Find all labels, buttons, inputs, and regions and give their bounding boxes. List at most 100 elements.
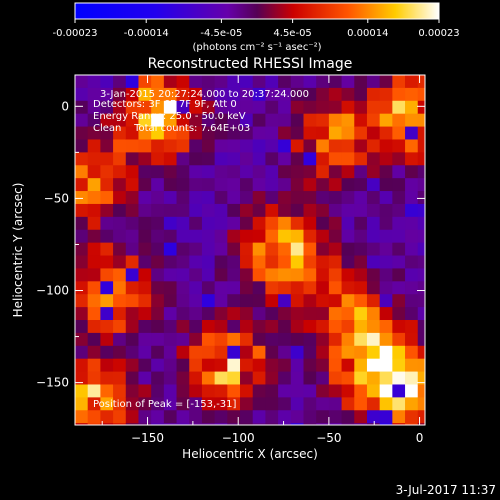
heatmap-cell xyxy=(392,397,406,411)
x-tick-label: −100 xyxy=(222,431,255,445)
y-tick-label: −150 xyxy=(36,376,69,390)
heatmap-cell xyxy=(417,242,425,256)
heatmap-cell xyxy=(405,242,419,256)
heatmap-cell xyxy=(341,113,355,127)
heatmap-cell xyxy=(125,178,139,192)
heatmap-cell xyxy=(417,216,425,231)
heatmap-cell xyxy=(201,320,216,334)
heatmap-cell xyxy=(87,75,101,89)
heatmap-cell xyxy=(316,332,330,347)
heatmap-cell xyxy=(417,75,425,89)
heatmap-cell xyxy=(125,139,139,153)
heatmap-cell xyxy=(151,345,165,360)
heatmap-cell xyxy=(75,100,89,115)
heatmap-cell xyxy=(354,113,368,127)
heatmap-cell xyxy=(100,87,114,102)
heatmap-cell xyxy=(379,203,393,218)
heatmap-cell xyxy=(100,165,114,179)
heatmap-cell xyxy=(265,320,279,334)
heatmap-cell xyxy=(214,255,228,269)
heatmap-cell xyxy=(163,191,177,205)
heatmap-cell xyxy=(354,320,368,334)
heatmap-cell xyxy=(227,268,241,282)
heatmap-cell xyxy=(87,113,101,127)
heatmap-cell xyxy=(316,358,330,372)
heatmap-cell xyxy=(290,87,304,102)
heatmap-cell xyxy=(290,358,304,372)
heatmap-cell xyxy=(75,332,89,347)
heatmap-cell xyxy=(214,152,228,166)
heatmap-cell xyxy=(125,100,139,115)
heatmap-cell xyxy=(366,139,381,153)
heatmap-cell xyxy=(316,87,330,102)
heatmap-cell xyxy=(201,126,216,140)
heatmap-cell xyxy=(417,423,425,425)
heatmap-cell xyxy=(392,242,406,256)
heatmap-cell xyxy=(379,371,393,385)
heatmap-cell xyxy=(379,152,393,166)
heatmap-cell xyxy=(316,255,330,269)
heatmap-cell xyxy=(240,75,254,89)
heatmap-cell xyxy=(252,320,266,334)
heatmap-cell xyxy=(290,178,304,192)
heatmap-cell xyxy=(151,294,165,308)
heatmap-cell xyxy=(265,87,279,102)
heatmap-cell xyxy=(265,255,279,269)
heatmap-cell xyxy=(87,165,101,179)
colorbar-tick-label: -0.00023 xyxy=(53,28,98,39)
heatmap-cell xyxy=(379,87,393,102)
heatmap-cell xyxy=(392,113,406,127)
heatmap-cell xyxy=(316,126,330,140)
heatmap-cell xyxy=(138,242,152,256)
heatmap-cell xyxy=(151,229,165,244)
heatmap-cell xyxy=(240,358,254,372)
heatmap-cell xyxy=(227,423,241,425)
heatmap-cell xyxy=(201,100,216,115)
heatmap-cell xyxy=(189,139,203,153)
heatmap-cell xyxy=(252,203,266,218)
heatmap-cell xyxy=(417,268,425,282)
x-tick-label: −50 xyxy=(316,431,341,445)
heatmap-cell xyxy=(176,397,190,411)
heatmap-cell xyxy=(201,152,216,166)
heatmap-cell xyxy=(278,255,292,269)
heatmap-cell xyxy=(214,242,228,256)
heatmap-cell xyxy=(214,113,228,127)
heatmap-cell xyxy=(100,397,114,411)
heatmap-cell xyxy=(125,371,139,385)
heatmap-cell xyxy=(366,320,381,334)
heatmap-cell xyxy=(100,139,114,153)
y-tick-label: 0 xyxy=(61,99,69,113)
heatmap-cell xyxy=(227,384,241,398)
heatmap-cell xyxy=(138,397,152,411)
heatmap-cell xyxy=(240,242,254,256)
heatmap-cell xyxy=(151,242,165,256)
heatmap-cell xyxy=(303,100,317,115)
heatmap-cell xyxy=(405,255,419,269)
heatmap-cell xyxy=(151,152,165,166)
heatmap-cell xyxy=(125,165,139,179)
heatmap-cell xyxy=(227,294,241,308)
heatmap-cell xyxy=(341,345,355,360)
heatmap-cell xyxy=(252,113,266,127)
heatmap-cell xyxy=(290,191,304,205)
colorbar-tick-label: 4.5e-05 xyxy=(273,28,311,39)
heatmap-cell xyxy=(316,423,330,425)
heatmap-cell xyxy=(265,139,279,153)
heatmap-cell xyxy=(125,75,139,89)
heatmap-cell xyxy=(176,358,190,372)
heatmap-cell xyxy=(379,178,393,192)
heatmap-cell xyxy=(176,216,190,231)
heatmap-cell xyxy=(392,255,406,269)
heatmap-cell xyxy=(113,113,127,127)
heatmap-cell xyxy=(163,307,177,321)
heatmap-cell xyxy=(392,358,406,372)
colorbar-tick-label: -0.00014 xyxy=(124,28,169,39)
heatmap-cell xyxy=(354,384,368,398)
heatmap-cell xyxy=(392,307,406,321)
heatmap-cell xyxy=(113,242,127,256)
heatmap-cell xyxy=(227,371,241,385)
heatmap-cell xyxy=(100,75,114,89)
heatmap-cell xyxy=(151,358,165,372)
heatmap-cell xyxy=(113,126,127,140)
